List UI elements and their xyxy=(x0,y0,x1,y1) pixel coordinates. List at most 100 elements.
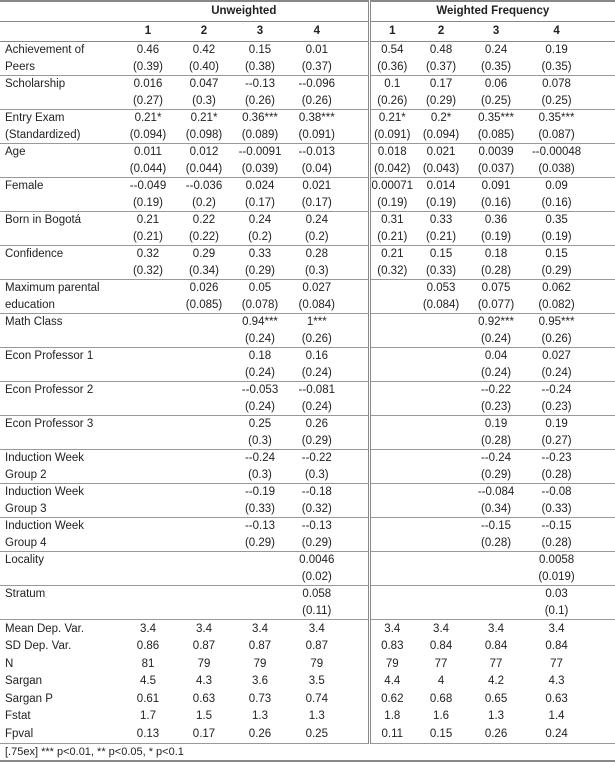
coef-cell: 0.19 xyxy=(524,41,615,59)
se-cell: (0.098) xyxy=(185,128,223,141)
coef-cell: --0.22 xyxy=(288,449,370,467)
coef-cell: 0.46 xyxy=(120,41,176,59)
stat-cell: 1.5 xyxy=(196,710,212,722)
se-cell: (0.11) xyxy=(302,604,332,617)
coef-row: Induction Week --0.19 --0.18 --0.084 --0.08 xyxy=(0,483,615,501)
stat-cell: 3.6 xyxy=(252,675,268,687)
se-row: (Standardized) (0.094) (0.098) (0.089) (0.09… xyxy=(0,126,615,144)
coef-cell: 0.94*** xyxy=(232,313,288,331)
column-header: 1 xyxy=(367,21,415,42)
stat-cell: 3.4 xyxy=(414,619,469,638)
coef-cell: --0.23 xyxy=(524,449,615,467)
se-cell xyxy=(367,466,415,484)
se-cell xyxy=(120,569,176,586)
se-cell: (0.32) xyxy=(367,262,415,280)
se-cell: (0.29) xyxy=(481,468,512,481)
se-cell xyxy=(176,365,232,382)
stat-cell: 0.73 xyxy=(248,692,272,705)
coef-cell: 0.48 xyxy=(414,41,469,59)
se-cell: (0.34) xyxy=(481,502,512,515)
se-cell: (0.091) xyxy=(367,126,415,144)
stat-label: N xyxy=(5,657,14,670)
se-cell: (0.24) xyxy=(244,400,276,413)
coef-cell: 0.062 xyxy=(524,279,615,297)
variable-label-cont xyxy=(0,569,120,586)
se-cell: (0.29) xyxy=(244,536,276,549)
stat-cell: 0.84 xyxy=(545,640,568,652)
coef-cell: 0.15 xyxy=(232,41,288,59)
stat-cell: 3.4 xyxy=(288,619,370,638)
se-cell xyxy=(367,364,415,382)
variable-label: Confidence xyxy=(0,245,120,263)
se-cell: (0.21) xyxy=(367,228,415,246)
coef-cell: --0.00048 xyxy=(524,143,615,161)
coef-row: Entry Exam 0.21* 0.21* 0.36*** 0.38*** 0.21* 0… xyxy=(0,109,615,127)
variable-label-cont xyxy=(0,229,120,246)
variable-label-cont: Group 4 xyxy=(5,536,47,549)
se-cell: (0.28) xyxy=(481,434,512,447)
coef-cell: 0.29 xyxy=(176,245,232,263)
stat-cell: 0.24 xyxy=(545,727,568,740)
coef-cell xyxy=(367,551,415,569)
stat-cell: 0.86 xyxy=(136,640,160,652)
coef-cell: --0.0091 xyxy=(232,143,288,161)
se-cell: (0.29) xyxy=(541,264,572,277)
stat-cell: 0.63 xyxy=(192,692,216,705)
coef-cell: 0.00071 xyxy=(367,177,415,195)
se-cell xyxy=(176,467,232,484)
coef-cell xyxy=(367,279,415,297)
se-row: (0.044) (0.044) (0.039) (0.04) (0.042) (0.043… xyxy=(0,160,615,178)
coef-cell: --0.22 xyxy=(468,381,525,399)
corner-cell xyxy=(0,21,120,42)
stat-cell: 0.83 xyxy=(367,637,415,655)
se-cell xyxy=(414,433,468,450)
se-cell: (0.38) xyxy=(244,60,276,73)
se-cell xyxy=(120,365,176,382)
coef-cell xyxy=(120,517,176,535)
coef-cell: --0.053 xyxy=(232,381,288,399)
se-cell xyxy=(367,432,415,450)
se-cell: (0.19) xyxy=(367,194,415,212)
stat-cell: 79 xyxy=(367,655,415,673)
coef-cell xyxy=(176,313,232,331)
se-row: (0.27) (0.3) (0.26) (0.26) (0.26) (0.29) (0.25… xyxy=(0,92,615,110)
se-cell: (0.077) xyxy=(477,298,515,311)
se-cell xyxy=(176,399,232,416)
coef-cell: 0.027 xyxy=(524,347,615,365)
variable-label: Maximum parental xyxy=(0,279,120,297)
coef-cell xyxy=(120,279,176,297)
coef-cell: 0.091 xyxy=(468,177,525,195)
coef-cell xyxy=(120,585,176,603)
coef-row: Achievement of 0.46 0.42 0.15 0.01 0.54 0.48 0.… xyxy=(0,41,615,59)
coef-cell: --0.15 xyxy=(468,517,525,535)
variable-label: Econ Professor 1 xyxy=(0,347,120,365)
coef-cell: --0.081 xyxy=(288,381,370,399)
se-row: (0.24) (0.26) (0.24) (0.26) xyxy=(0,330,615,348)
stat-cell: 0.26 xyxy=(484,727,508,740)
coef-cell: --0.24 xyxy=(524,381,615,399)
coef-cell: --0.13 xyxy=(232,517,288,535)
variable-label-cont xyxy=(0,399,120,416)
variable-label: Born in Bogotá xyxy=(0,211,120,229)
variable-label-cont: education xyxy=(5,298,55,311)
coef-cell xyxy=(232,551,288,569)
se-cell: (0.2) xyxy=(304,230,329,243)
coef-cell: --0.24 xyxy=(468,449,525,467)
stat-cell: 0.62 xyxy=(367,690,415,708)
coef-cell xyxy=(176,551,232,569)
se-row: Group 4 (0.29) (0.29) (0.28) (0.28) xyxy=(0,534,615,552)
coef-cell: 0.19 xyxy=(524,415,615,433)
column-header: 4 xyxy=(288,21,370,42)
se-cell: (0.23) xyxy=(481,400,512,413)
se-cell: (0.27) xyxy=(541,434,572,447)
coef-cell: --0.036 xyxy=(176,177,232,195)
se-cell: (0.32) xyxy=(132,264,164,277)
coef-cell: 0.058 xyxy=(288,585,370,603)
se-cell xyxy=(176,535,232,552)
coef-cell: --0.24 xyxy=(232,449,288,467)
coef-cell xyxy=(367,313,415,331)
variable-label-cont xyxy=(0,365,120,382)
coef-cell: 0.04 xyxy=(468,347,525,365)
stat-cell: 1.7 xyxy=(140,710,156,722)
